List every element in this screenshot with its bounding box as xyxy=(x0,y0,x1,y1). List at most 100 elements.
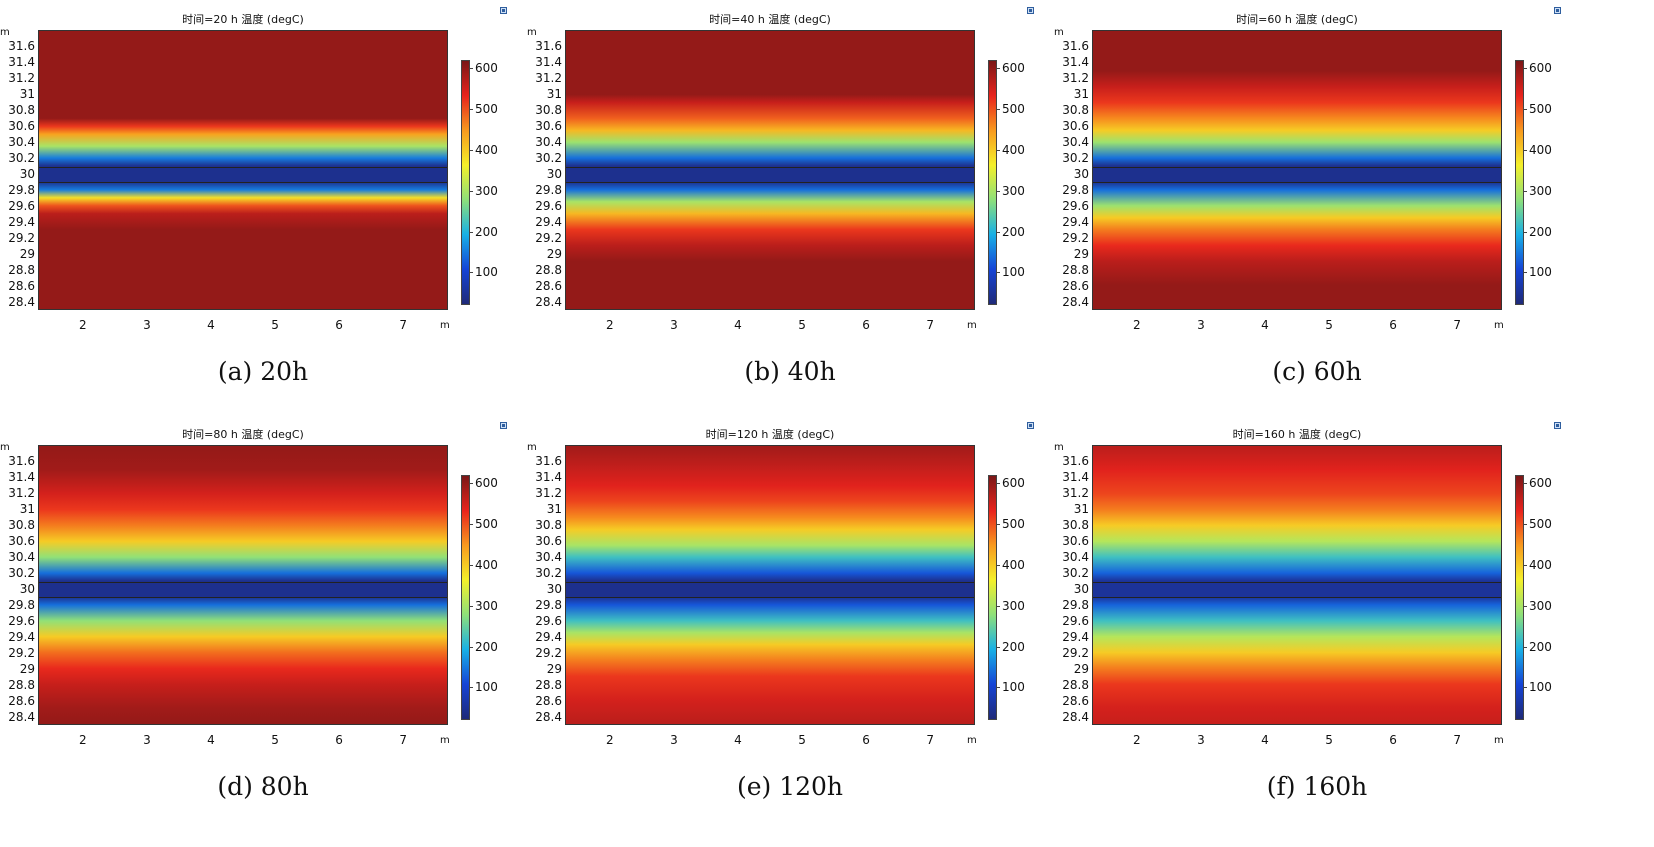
x-axis-unit: m xyxy=(440,320,450,331)
y-tick-label: 31.4 xyxy=(535,55,562,69)
y-tick-label: 28.6 xyxy=(8,279,35,293)
y-tick-label: 31.4 xyxy=(1062,470,1089,484)
y-tick-label: 31 xyxy=(19,87,35,101)
y-tick-label: 28.8 xyxy=(1062,678,1089,692)
y-tick-label: 29.4 xyxy=(535,215,562,229)
figure-caption: (d) 80h xyxy=(217,772,309,801)
y-tick-label: 30.8 xyxy=(1062,103,1089,117)
colorbar-tick-label: 200 xyxy=(1523,224,1552,239)
colorbar-tick-label: 200 xyxy=(1523,639,1552,654)
colorbar-tick-label: 200 xyxy=(996,639,1025,654)
colorbar-tick-label: 400 xyxy=(996,142,1025,157)
x-tick-label: 2 xyxy=(606,318,614,332)
x-tick-label: 6 xyxy=(1389,318,1397,332)
x-tick-label: 4 xyxy=(207,733,215,747)
y-tick-label: 29.4 xyxy=(8,630,35,644)
y-tick-label: 29.8 xyxy=(535,183,562,197)
y-tick-label: 28.8 xyxy=(535,678,562,692)
x-tick-label: 7 xyxy=(926,733,934,747)
y-tick-label: 31.6 xyxy=(535,454,562,468)
y-tick-label: 28.8 xyxy=(535,263,562,277)
y-tick-label: 29.2 xyxy=(1062,231,1089,245)
colorbar-tick-label: 300 xyxy=(996,183,1025,198)
x-tick-label: 6 xyxy=(335,318,343,332)
interface-band xyxy=(1093,167,1501,183)
colorbar-tick-label: 600 xyxy=(469,61,498,76)
heatmap-plot xyxy=(38,445,448,725)
y-tick-label: 28.4 xyxy=(8,295,35,309)
expand-icon[interactable] xyxy=(500,7,507,14)
y-tick-label: 31.2 xyxy=(1062,486,1089,500)
y-tick-label: 29.4 xyxy=(8,215,35,229)
expand-icon[interactable] xyxy=(1027,7,1034,14)
y-tick-label: 28.4 xyxy=(1062,710,1089,724)
colorbar-tick-label: 100 xyxy=(1523,680,1552,695)
y-tick-label: 31.4 xyxy=(8,55,35,69)
y-tick-label: 29.6 xyxy=(8,614,35,628)
y-tick-label: 28.4 xyxy=(8,710,35,724)
y-tick-label: 28.6 xyxy=(1062,694,1089,708)
y-tick-label: 30.4 xyxy=(535,135,562,149)
chart-title: 时间=20 h 温度 (degC) xyxy=(182,13,304,26)
y-tick-label: 29.8 xyxy=(1062,598,1089,612)
y-tick-label: 31.6 xyxy=(1062,39,1089,53)
colorbar-tick-label: 600 xyxy=(469,476,498,491)
y-tick-label: 28.6 xyxy=(535,694,562,708)
expand-icon[interactable] xyxy=(1554,422,1561,429)
y-axis-unit: m xyxy=(527,27,537,38)
colorbar-tick-label: 400 xyxy=(1523,557,1552,572)
y-axis-unit: m xyxy=(1054,27,1064,38)
colorbar-tick-label: 300 xyxy=(1523,183,1552,198)
x-tick-label: 4 xyxy=(734,733,742,747)
colorbar xyxy=(1515,60,1524,305)
x-tick-label: 5 xyxy=(798,733,806,747)
y-tick-label: 28.4 xyxy=(535,710,562,724)
y-tick-label: 28.6 xyxy=(1062,279,1089,293)
y-tick-label: 30.2 xyxy=(8,566,35,580)
y-tick-label: 29.4 xyxy=(535,630,562,644)
y-axis-unit: m xyxy=(1054,442,1064,453)
y-tick-label: 31.2 xyxy=(8,71,35,85)
x-axis-unit: m xyxy=(440,735,450,746)
colorbar-tick-label: 400 xyxy=(469,557,498,572)
x-tick-label: 3 xyxy=(143,318,151,332)
y-tick-label: 28.8 xyxy=(1062,263,1089,277)
y-tick-label: 29.8 xyxy=(8,183,35,197)
y-tick-label: 29.2 xyxy=(535,231,562,245)
chart-panel-1: 时间=20 h 温度 (degC) m 31.6 31.4 31.2 31 30.8 30.6… xyxy=(0,0,525,410)
y-axis-unit: m xyxy=(527,442,537,453)
x-axis-unit: m xyxy=(967,320,977,331)
y-tick-label: 28.6 xyxy=(535,279,562,293)
colorbar xyxy=(988,60,997,305)
expand-icon[interactable] xyxy=(500,422,507,429)
x-tick-label: 3 xyxy=(1197,318,1205,332)
x-tick-label: 2 xyxy=(1133,318,1141,332)
y-tick-label: 31.2 xyxy=(8,486,35,500)
expand-icon[interactable] xyxy=(1554,7,1561,14)
y-tick-label: 30.8 xyxy=(535,518,562,532)
y-tick-label: 28.4 xyxy=(1062,295,1089,309)
colorbar-tick-label: 200 xyxy=(469,639,498,654)
y-tick-label: 30.2 xyxy=(535,151,562,165)
interface-band xyxy=(566,167,974,183)
y-tick-label: 29 xyxy=(19,662,35,676)
y-tick-label: 30.4 xyxy=(1062,550,1089,564)
x-tick-label: 5 xyxy=(1325,733,1333,747)
y-tick-label: 29.2 xyxy=(8,231,35,245)
y-tick-label: 30.2 xyxy=(1062,566,1089,580)
x-tick-label: 5 xyxy=(798,318,806,332)
y-tick-label: 29 xyxy=(546,662,562,676)
y-tick-label: 30.6 xyxy=(1062,534,1089,548)
figure-caption: (a) 20h xyxy=(217,357,309,386)
expand-icon[interactable] xyxy=(1027,422,1034,429)
y-tick-label: 29.6 xyxy=(1062,614,1089,628)
colorbar-tick-label: 400 xyxy=(1523,142,1552,157)
colorbar-tick-label: 600 xyxy=(996,61,1025,76)
y-tick-label: 29.6 xyxy=(535,614,562,628)
y-tick-label: 30.4 xyxy=(8,135,35,149)
chart-title: 时间=80 h 温度 (degC) xyxy=(182,428,304,441)
y-tick-label: 29 xyxy=(546,247,562,261)
y-tick-label: 30.6 xyxy=(8,119,35,133)
y-tick-label: 29.4 xyxy=(1062,215,1089,229)
y-tick-label: 30.4 xyxy=(8,550,35,564)
